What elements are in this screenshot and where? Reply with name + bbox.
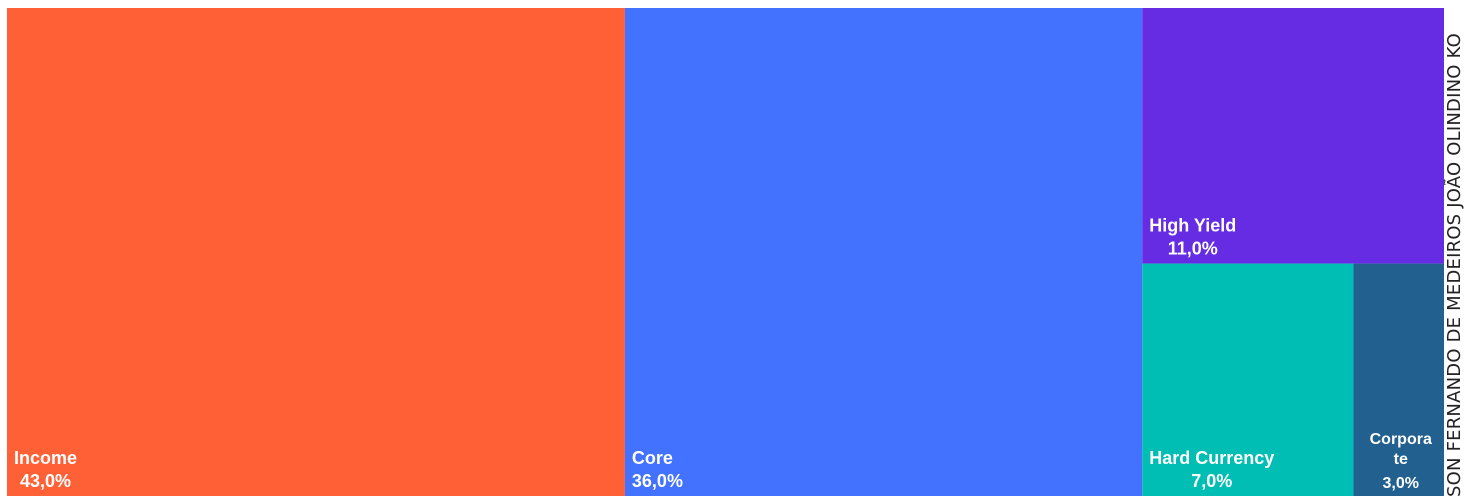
tile-label-hard-currency-value: 7,0% xyxy=(1191,471,1232,491)
watermark-text: SON FERNANDO DE MEDEIROS JOÃO OLINDINO K… xyxy=(1444,33,1465,497)
tile-label-core-name: Core xyxy=(632,448,673,468)
tile-hard-currency xyxy=(1142,263,1354,496)
tile-label-core-value: 36,0% xyxy=(632,471,683,491)
tile-label-hard-currency-name: Hard Currency xyxy=(1149,448,1274,468)
tile-label-income-value: 43,0% xyxy=(20,471,71,491)
tile-label-income-name: Income xyxy=(14,448,77,468)
tile-income xyxy=(7,8,625,496)
treemap-tiles xyxy=(7,8,1444,496)
treemap-labels: Income 43,0% Core 36,0% High Yield 11,0% Hard … xyxy=(14,216,1432,492)
tile-high-yield xyxy=(1142,8,1444,264)
tile-label-corporate-name: te xyxy=(1394,451,1408,468)
tile-core xyxy=(624,8,1143,496)
tile-label-high-yield-name: High Yield xyxy=(1149,216,1236,236)
tile-corporate xyxy=(1353,263,1444,496)
tile-label-corporate-value: 3,0% xyxy=(1383,475,1419,492)
tile-label-high-yield-value: 11,0% xyxy=(1168,239,1218,259)
tile-label-corporate-name: Corpora xyxy=(1370,431,1432,448)
